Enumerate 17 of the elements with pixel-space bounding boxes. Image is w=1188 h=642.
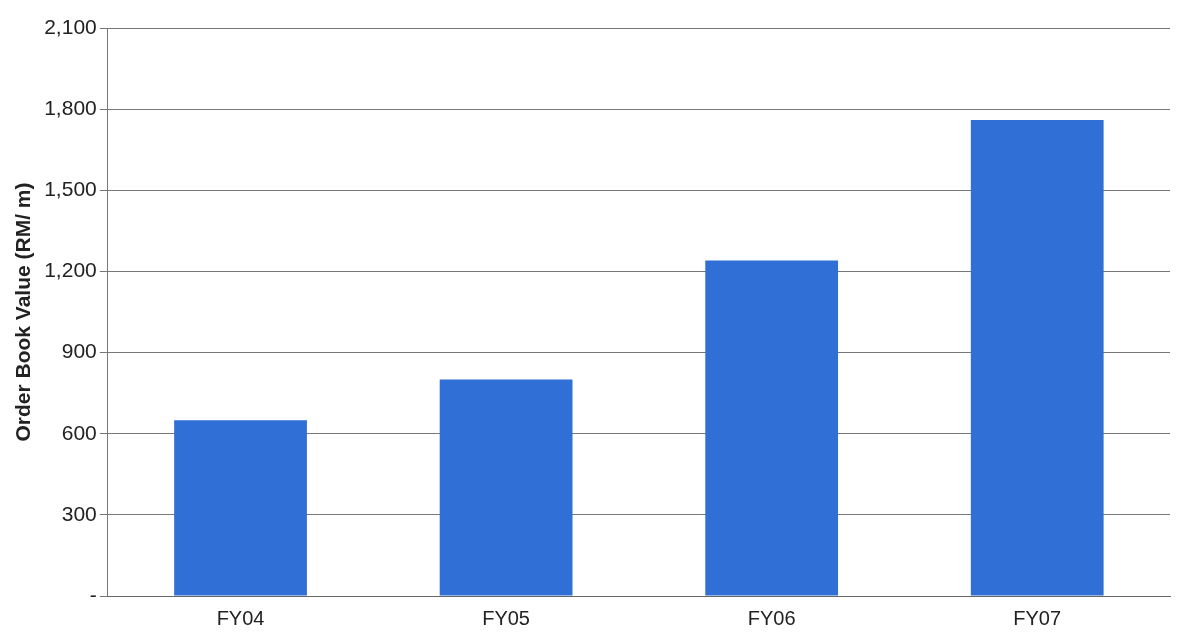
bar (705, 260, 839, 596)
y-tick-label: 900 (61, 339, 97, 363)
y-axis-title: Order Book Value (RM/ m) (11, 182, 35, 442)
y-tick-label: 1,200 (44, 258, 97, 282)
bar (970, 119, 1104, 596)
y-tick-label: - (89, 582, 97, 606)
x-tick-label: FY07 (1013, 606, 1062, 629)
x-tick-label: FY06 (747, 606, 796, 629)
bar (439, 379, 573, 596)
x-tick-label: FY05 (482, 606, 530, 629)
x-tick-label: FY04 (216, 606, 265, 629)
y-tick-label: 1,800 (44, 95, 97, 119)
bar (174, 420, 307, 596)
y-tick-label: 2,100 (44, 14, 97, 38)
y-tick-label: 1,500 (44, 177, 97, 201)
y-tick-label: 600 (61, 420, 97, 444)
y-tick-label: 300 (61, 501, 97, 525)
